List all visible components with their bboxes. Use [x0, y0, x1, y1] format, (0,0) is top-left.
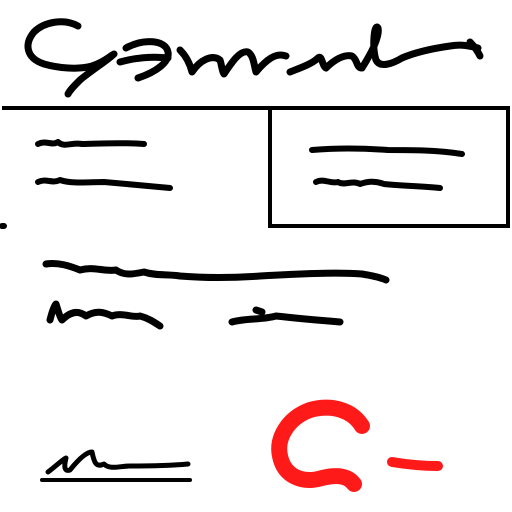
box-text-lines	[309, 145, 465, 191]
grade-letter-c	[271, 399, 370, 492]
body-text-lines	[42, 260, 390, 330]
signature-scribble	[40, 449, 192, 482]
right-box	[268, 106, 510, 228]
grade-minus	[387, 457, 443, 471]
title-scribble	[24, 18, 484, 98]
left-text-lines	[0, 139, 173, 229]
grade-mark	[271, 399, 443, 492]
